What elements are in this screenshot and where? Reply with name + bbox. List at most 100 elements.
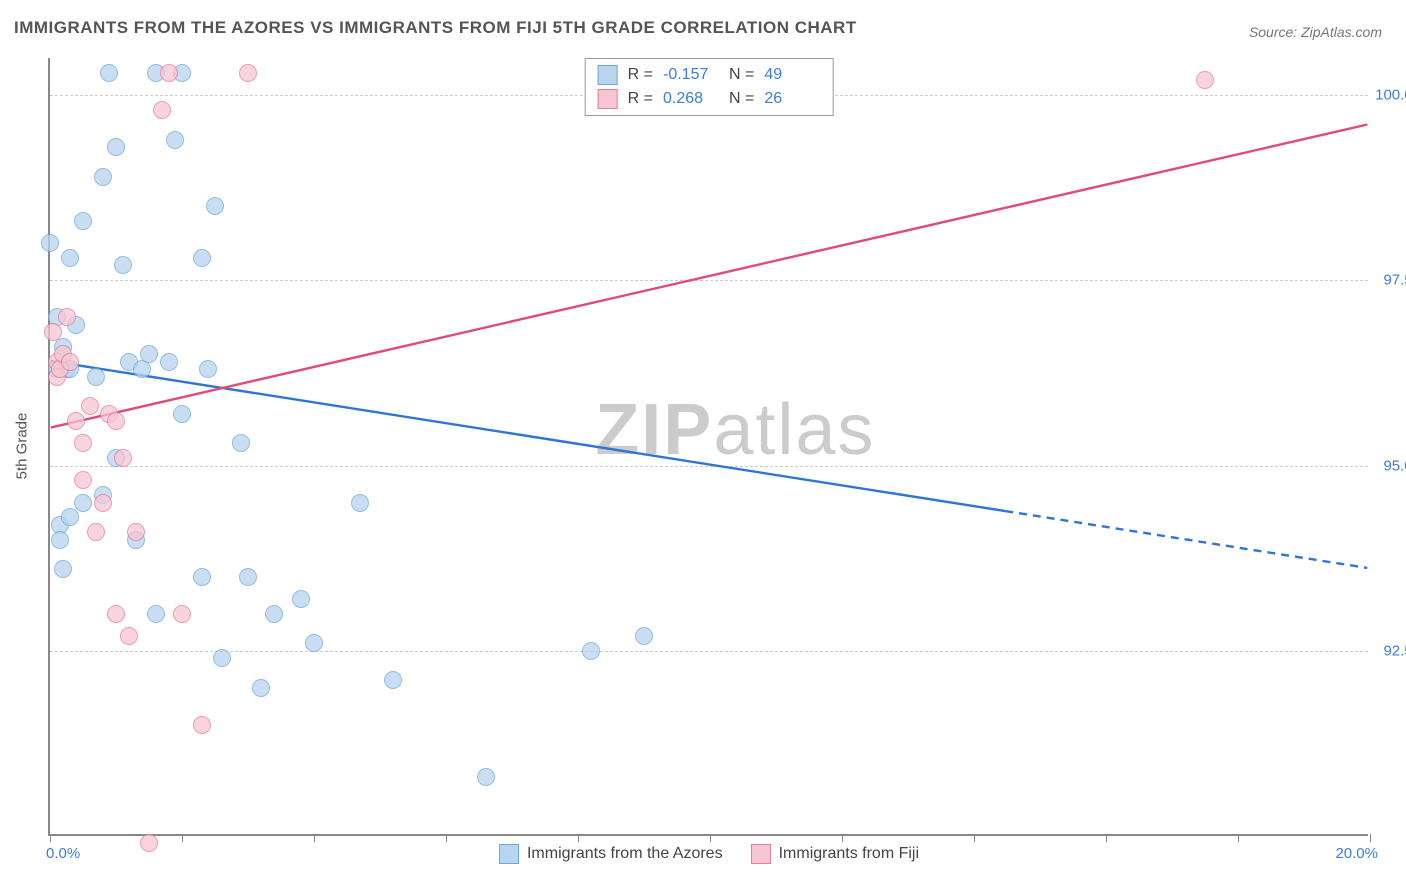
bottom-legend-fiji: Immigrants from Fiji bbox=[751, 844, 919, 864]
x-tick bbox=[314, 834, 315, 842]
scatter-point bbox=[61, 508, 79, 526]
scatter-point bbox=[166, 131, 184, 149]
legend-r-label: R = bbox=[628, 63, 653, 87]
watermark-rest: atlas bbox=[713, 390, 875, 470]
scatter-point bbox=[44, 323, 62, 341]
scatter-point bbox=[74, 434, 92, 452]
legend-swatch-fiji bbox=[598, 89, 618, 109]
scatter-point bbox=[74, 494, 92, 512]
gridline bbox=[50, 466, 1368, 467]
scatter-point bbox=[160, 64, 178, 82]
scatter-point bbox=[173, 605, 191, 623]
watermark-bold: ZIP bbox=[595, 390, 713, 470]
scatter-point bbox=[94, 494, 112, 512]
legend-n-label: N = bbox=[729, 63, 754, 87]
scatter-point bbox=[107, 412, 125, 430]
trend-line bbox=[51, 125, 1368, 428]
chart-title: IMMIGRANTS FROM THE AZORES VS IMMIGRANTS… bbox=[14, 18, 857, 38]
x-axis-min-label: 0.0% bbox=[46, 845, 80, 862]
scatter-point bbox=[305, 634, 323, 652]
scatter-point bbox=[199, 360, 217, 378]
scatter-point bbox=[67, 412, 85, 430]
y-axis-title: 5th Grade bbox=[14, 413, 31, 480]
scatter-point bbox=[140, 834, 158, 852]
source-label: Source: ZipAtlas.com bbox=[1249, 24, 1382, 40]
y-tick-label: 97.5% bbox=[1383, 272, 1406, 289]
correlation-legend: R = -0.157 N = 49 R = 0.268 N = 26 bbox=[585, 58, 834, 116]
scatter-point bbox=[265, 605, 283, 623]
scatter-point bbox=[107, 138, 125, 156]
y-tick-label: 100.0% bbox=[1375, 87, 1406, 104]
scatter-point bbox=[58, 308, 76, 326]
scatter-point bbox=[41, 234, 59, 252]
watermark: ZIPatlas bbox=[595, 389, 875, 471]
scatter-point bbox=[193, 568, 211, 586]
x-tick bbox=[974, 834, 975, 842]
trend-line bbox=[51, 361, 1006, 511]
scatter-point bbox=[213, 649, 231, 667]
legend-n-value-azores: 49 bbox=[764, 63, 820, 87]
scatter-point bbox=[252, 679, 270, 697]
scatter-point bbox=[87, 368, 105, 386]
gridline bbox=[50, 651, 1368, 652]
scatter-point bbox=[232, 434, 250, 452]
bottom-label-fiji: Immigrants from Fiji bbox=[779, 845, 919, 863]
scatter-point bbox=[54, 560, 72, 578]
scatter-point bbox=[147, 605, 165, 623]
scatter-point bbox=[193, 249, 211, 267]
x-axis-max-label: 20.0% bbox=[1335, 845, 1378, 862]
bottom-swatch-azores bbox=[499, 844, 519, 864]
legend-r-label: R = bbox=[628, 87, 653, 111]
trend-line bbox=[1005, 511, 1367, 568]
legend-row-azores: R = -0.157 N = 49 bbox=[598, 63, 821, 87]
x-tick bbox=[842, 834, 843, 842]
scatter-point bbox=[582, 642, 600, 660]
scatter-point bbox=[635, 627, 653, 645]
x-tick bbox=[1238, 834, 1239, 842]
scatter-point bbox=[239, 568, 257, 586]
scatter-point bbox=[107, 605, 125, 623]
bottom-label-azores: Immigrants from the Azores bbox=[527, 845, 723, 863]
bottom-legend: Immigrants from the Azores Immigrants fr… bbox=[499, 844, 919, 864]
scatter-point bbox=[87, 523, 105, 541]
bottom-legend-azores: Immigrants from the Azores bbox=[499, 844, 723, 864]
legend-n-label: N = bbox=[729, 87, 754, 111]
scatter-point bbox=[51, 531, 69, 549]
legend-row-fiji: R = 0.268 N = 26 bbox=[598, 87, 821, 111]
x-tick bbox=[1370, 834, 1371, 842]
x-tick bbox=[50, 834, 51, 842]
scatter-point bbox=[1196, 71, 1214, 89]
scatter-point bbox=[114, 256, 132, 274]
scatter-point bbox=[160, 353, 178, 371]
scatter-point bbox=[114, 449, 132, 467]
y-tick-label: 92.5% bbox=[1383, 642, 1406, 659]
y-tick-label: 95.0% bbox=[1383, 457, 1406, 474]
scatter-point bbox=[193, 716, 211, 734]
scatter-point bbox=[239, 64, 257, 82]
scatter-point bbox=[153, 101, 171, 119]
x-tick bbox=[182, 834, 183, 842]
x-tick bbox=[578, 834, 579, 842]
scatter-point bbox=[61, 353, 79, 371]
scatter-point bbox=[384, 671, 402, 689]
legend-r-value-fiji: 0.268 bbox=[663, 87, 719, 111]
scatter-point bbox=[477, 768, 495, 786]
scatter-point bbox=[74, 212, 92, 230]
scatter-point bbox=[140, 345, 158, 363]
plot-area: 5th Grade ZIPatlas 0.0% 20.0% R = -0.157… bbox=[48, 58, 1368, 836]
scatter-point bbox=[74, 471, 92, 489]
scatter-point bbox=[61, 249, 79, 267]
scatter-point bbox=[94, 168, 112, 186]
gridline bbox=[50, 280, 1368, 281]
x-tick bbox=[1106, 834, 1107, 842]
legend-n-value-fiji: 26 bbox=[764, 87, 820, 111]
scatter-point bbox=[100, 64, 118, 82]
legend-r-value-azores: -0.157 bbox=[663, 63, 719, 87]
scatter-point bbox=[351, 494, 369, 512]
scatter-point bbox=[127, 523, 145, 541]
scatter-point bbox=[292, 590, 310, 608]
scatter-point bbox=[81, 397, 99, 415]
legend-swatch-azores bbox=[598, 65, 618, 85]
x-tick bbox=[710, 834, 711, 842]
scatter-point bbox=[120, 627, 138, 645]
